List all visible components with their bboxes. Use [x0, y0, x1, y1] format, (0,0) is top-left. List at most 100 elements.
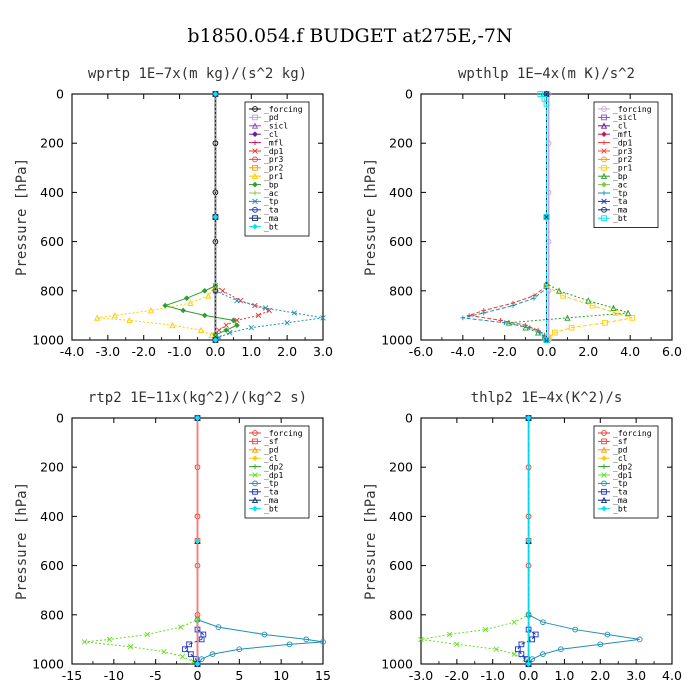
y-tick-label: 600 — [389, 234, 413, 249]
legend-marker — [251, 122, 259, 129]
data-point — [518, 651, 525, 658]
data-point — [629, 315, 636, 321]
series-line — [546, 94, 633, 341]
x-tick-label: 6.0 — [662, 344, 682, 359]
legend-item: _tp — [249, 479, 279, 488]
data-point — [212, 91, 219, 97]
data-point — [286, 641, 293, 648]
legend-label: _ta — [264, 488, 279, 497]
data-point — [182, 646, 188, 653]
x-tick-label: 2.0 — [590, 668, 610, 683]
data-point — [540, 651, 546, 658]
data-point — [248, 324, 255, 331]
data-point — [223, 327, 230, 333]
series-line — [420, 418, 530, 665]
x-tick-label: -1.0 — [481, 668, 505, 683]
data-point — [568, 324, 575, 331]
legend-item: _dp1 — [598, 138, 632, 147]
legend-marker — [252, 472, 258, 478]
x-tick-label: -15 — [62, 668, 82, 683]
legend-marker — [252, 148, 258, 154]
legend-marker — [601, 480, 607, 487]
data-point — [525, 538, 532, 544]
legend-item: _ma — [249, 496, 279, 505]
x-tick-label: 15 — [315, 668, 331, 683]
series-bt — [212, 91, 219, 343]
legend-label: _ma — [613, 206, 628, 215]
data-point — [525, 415, 532, 421]
legend-label: _pd — [613, 446, 628, 455]
legend: _forcing_pd_sicl_cl_mfl_dp1_pr3_pr2_pr1_… — [244, 101, 310, 237]
series-pr1 — [93, 90, 219, 343]
data-point — [610, 304, 617, 311]
legend-marker — [601, 131, 607, 138]
data-point — [636, 636, 643, 643]
legend-label: _bp — [613, 172, 628, 181]
series-line — [508, 94, 629, 341]
legend-label: _sicl — [613, 113, 637, 122]
legend-label: _cl — [264, 130, 279, 139]
legend-marker — [251, 496, 259, 504]
legend-label: _cl — [613, 122, 628, 131]
legend-label: _dp1 — [264, 147, 283, 156]
legend-item: _ac — [249, 189, 279, 198]
x-tick-label: 0.0 — [205, 344, 225, 359]
legend-marker — [601, 198, 607, 205]
legend-item: _ma — [249, 214, 279, 223]
legend-label: _ta — [613, 197, 628, 206]
legend-marker — [252, 106, 258, 112]
x-tick-label: 4.0 — [620, 344, 640, 359]
legend: _forcing_sf_pd_cl_dp2_dp1_tp_ta_ma_bt — [244, 425, 310, 519]
x-tick-label: 2.0 — [277, 344, 297, 359]
data-point — [227, 329, 233, 336]
legend-marker — [252, 164, 258, 171]
legend-label: _sf — [264, 437, 279, 446]
legend-marker — [252, 438, 258, 445]
data-point — [537, 91, 544, 97]
legend-label: _bp — [264, 180, 279, 189]
data-point — [522, 656, 528, 662]
series-dp1 — [418, 415, 532, 667]
data-point — [284, 320, 290, 326]
data-point — [183, 295, 190, 302]
legend-marker — [600, 172, 608, 180]
legend-item: _bt — [249, 504, 279, 513]
x-tick-label: 2.0 — [578, 344, 598, 359]
legend-item: _pd — [598, 446, 628, 455]
y-tick-label: 0 — [405, 87, 413, 102]
data-point — [126, 316, 133, 324]
data-point — [522, 324, 529, 331]
series-bt — [525, 415, 532, 667]
y-tick-label: 400 — [389, 185, 413, 200]
data-point — [212, 337, 219, 343]
legend-item: _ta — [249, 488, 279, 497]
legend-marker — [600, 122, 608, 129]
legend-item: _forcing — [249, 429, 303, 438]
data-point — [532, 631, 539, 638]
legend-marker — [252, 156, 258, 163]
y-axis-label: Pressure [hPa] — [363, 482, 379, 600]
subplot-1: wprtp 1E−7x(m kg)/(s^2 kg) Pressure [hPa]… — [14, 66, 333, 359]
x-tick-label: -3.0 — [96, 344, 120, 359]
y-axis-label: Pressure [hPa] — [14, 158, 30, 276]
series-tp — [460, 91, 549, 343]
y-tick-label: 1000 — [381, 657, 413, 672]
legend-marker — [252, 131, 258, 138]
data-point — [589, 302, 596, 309]
data-point — [557, 646, 564, 653]
legend-label: _forcing — [264, 429, 303, 438]
legend-label: _dp2 — [613, 462, 632, 471]
legend-marker — [601, 455, 607, 462]
legend-label: _pr2 — [264, 164, 283, 173]
series-bt — [194, 415, 201, 667]
data-point — [552, 329, 558, 336]
data-point — [219, 288, 226, 294]
data-point — [212, 214, 219, 220]
legend-item: _forcing — [598, 429, 652, 438]
data-point — [127, 644, 134, 650]
legend-item: _bp — [249, 180, 279, 189]
data-point — [466, 313, 472, 318]
legend-item: _pr1 — [249, 172, 283, 181]
data-point — [511, 651, 517, 657]
